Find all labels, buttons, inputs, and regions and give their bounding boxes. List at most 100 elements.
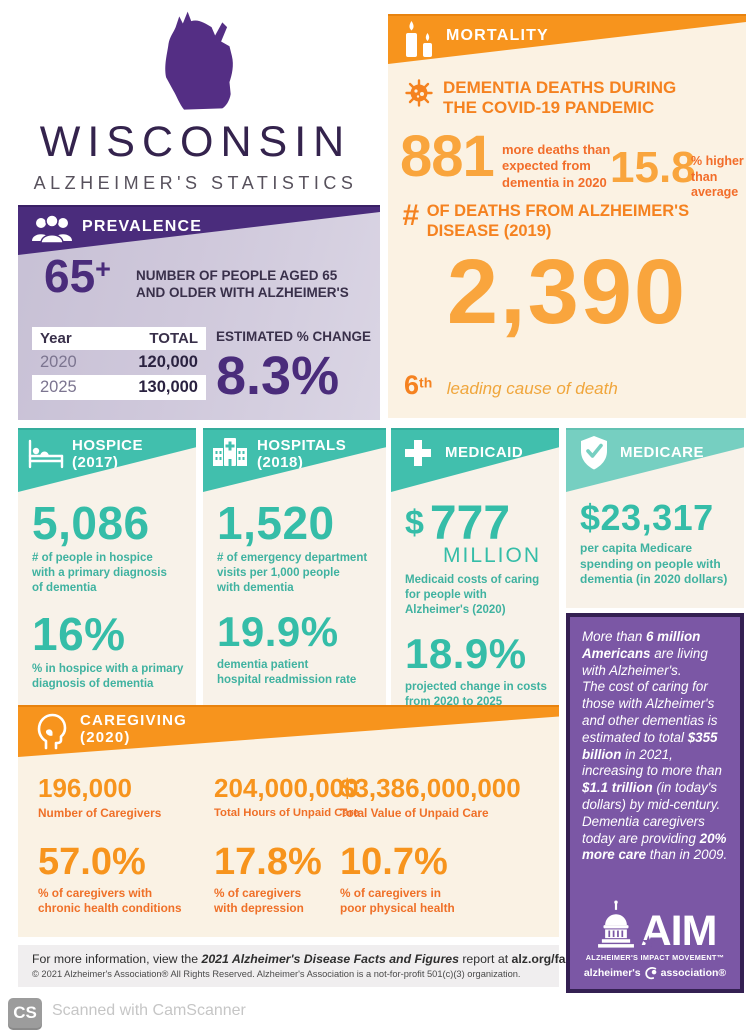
unpaid-hours-stat: 204,000,000 Total Hours of Unpaid Care — [214, 775, 374, 821]
medicaid-cost-unit: MILLION — [443, 544, 542, 567]
caregivers-count-stat: 196,000 Number of Caregivers — [38, 775, 208, 821]
report-title: 2021 Alzheimer's Disease Facts and Figur… — [201, 952, 459, 966]
hospitals-card: HOSPITALS (2018) 1,520 # of emergency de… — [203, 428, 386, 705]
ed-visits-label: # of emergency department visits per 1,0… — [217, 552, 368, 594]
year-2020: 2020 — [40, 353, 77, 371]
mortality-title: MORTALITY — [446, 27, 549, 44]
medicaid-title: MEDICAID — [445, 444, 524, 461]
col-total: TOTAL — [149, 330, 198, 347]
alz-deaths-value: 2,390 — [446, 241, 688, 343]
camscanner-watermark-bar: CS Scanned with CamScanner — [0, 995, 750, 1032]
medical-cross-icon — [405, 440, 431, 466]
alzheimers-association-logo-icon — [644, 967, 656, 980]
rank-ordinal: th — [419, 374, 433, 391]
caregivers-count: 196,000 — [38, 773, 132, 803]
association-text-right: association® — [660, 967, 727, 979]
caregiving-title: CAREGIVING (2020) — [80, 712, 188, 746]
footer-info-bar: For more information, view the 2021 Alzh… — [18, 945, 587, 987]
medicare-spending-value: $23,317 — [580, 497, 714, 538]
chronic-health-stat: 57.0% % of caregivers with chronic healt… — [38, 843, 218, 917]
hospice-card: HOSPICE (2017) 5,086 # of people in hosp… — [18, 428, 196, 705]
aim-wordmark: AIM ★ — [641, 909, 718, 952]
sidebar-text-bold: $355 billion — [582, 729, 718, 762]
unpaid-value: $3,386,000,000 — [340, 773, 521, 803]
chronic-health-percent: 57.0% — [38, 841, 146, 883]
sidebar-text-bold: $1.1 trillion — [582, 780, 653, 796]
year-2025: 2025 — [40, 378, 77, 396]
covid-deaths-heading: DEMENTIA DEATHS DURING THE COVID-19 PAND… — [443, 78, 677, 118]
chronic-health-label: % of caregivers with chronic health cond… — [38, 886, 182, 916]
sidebar-text: More than — [582, 629, 647, 644]
medicaid-change-percent: 18.9% — [405, 629, 527, 677]
caregiving-header-band: CAREGIVING (2020) — [18, 705, 559, 757]
age-65-plus: 65+ — [44, 253, 111, 299]
percent-higher-value: 15.8 — [610, 143, 696, 192]
total-2020: 120,000 — [138, 353, 198, 371]
hospice-count: 5,086 — [32, 497, 150, 549]
sidebar-paragraph: More than 6 million Americans are living… — [582, 629, 728, 864]
sidebar-text: than in 2009. — [646, 847, 728, 863]
mortality-panel: MORTALITY DEMENTIA DEATHS DURING THE COV… — [388, 14, 746, 418]
hospice-bed-icon — [28, 439, 64, 469]
hospice-percent-label: % in hospice with a primary diagnosis of… — [32, 662, 184, 690]
national-stats-sidebar: More than 6 million Americans are living… — [566, 613, 744, 993]
shield-check-icon — [581, 436, 607, 470]
medicaid-cost-label: Medicaid costs of caring for people with… — [405, 574, 540, 616]
camscanner-badge-icon: CS — [8, 998, 42, 1028]
medicare-spending-label: per capita Medicare spending on people w… — [580, 541, 728, 587]
sidebar-text: are living with Alzheimer's. — [582, 645, 708, 678]
medicaid-card: MEDICAID $ 777 MILLION Medicaid costs of… — [391, 428, 559, 708]
rank-number: 6 — [404, 370, 420, 400]
footer-line1: For more information, view the 2021 Alzh… — [32, 952, 587, 966]
excess-deaths-value: 881 — [400, 124, 495, 189]
footer-text: For more information, view the — [32, 952, 202, 966]
wisconsin-logo-block: WISCONSIN ALZHEIMER'S STATISTICS — [28, 8, 363, 194]
age-plus-sign: + — [95, 254, 111, 284]
unpaid-value-label: Total Value of Unpaid Care — [340, 806, 489, 820]
medicaid-change-label: projected change in costs from 2020 to 2… — [405, 680, 547, 708]
readmission-label: dementia patient hospital readmission ra… — [217, 658, 357, 686]
camscanner-label: Scanned with CamScanner — [52, 1002, 246, 1019]
table-row: 2020 120,000 — [32, 350, 206, 375]
poor-health-percent: 10.7% — [340, 841, 448, 883]
medicare-title: MEDICARE — [620, 444, 705, 461]
alz-deaths-heading: OF DEATHS FROM ALZHEIMER'S DISEASE (2019… — [426, 202, 690, 240]
depression-percent: 17.8% — [214, 841, 322, 883]
age-number: 65 — [44, 250, 96, 302]
excess-deaths-label: more deaths than expected from dementia … — [502, 142, 611, 190]
percent-higher-label: % higher than average — [691, 154, 744, 200]
total-2025: 130,000 — [138, 378, 198, 396]
hospice-title: HOSPICE (2017) — [72, 437, 144, 471]
prevalence-title: PREVALENCE — [82, 218, 203, 235]
prevalence-header-band: PREVALENCE — [18, 205, 380, 255]
estimated-change-label: ESTIMATED % CHANGE — [216, 329, 372, 344]
leading-cause-line: 6th leading cause of death — [404, 370, 618, 401]
unpaid-value-stat: $3,386,000,000 Total Value of Unpaid Car… — [340, 775, 555, 821]
poor-health-stat: 10.7% % of caregivers in poor physical h… — [340, 843, 520, 917]
wisconsin-state-icon — [164, 11, 233, 110]
state-title: WISCONSIN — [39, 118, 352, 166]
aim-text: AIM — [640, 906, 718, 955]
depression-label: % of caregivers with depression — [214, 886, 304, 916]
alzheimers-association-line: alzheimer's association® — [570, 966, 740, 980]
poor-health-label: % of caregivers in poor physical health — [340, 886, 455, 916]
star-icon: ★ — [641, 933, 655, 951]
caregiver-head-icon — [37, 713, 67, 750]
col-year: Year — [40, 330, 72, 347]
hospice-percent: 16% — [32, 607, 126, 660]
unpaid-hours-label: Total Hours of Unpaid Care — [214, 807, 360, 819]
prevalence-table: Year TOTAL 2020 120,000 2025 130,000 — [32, 327, 206, 400]
sidebar-text: in 2021, increasing to more than — [582, 746, 722, 779]
candles-icon — [406, 21, 432, 57]
impact-movement-label: ALZHEIMER'S IMPACT MOVEMENT™ — [585, 953, 725, 962]
readmission-percent: 19.9% — [217, 607, 339, 655]
virus-icon — [405, 79, 433, 107]
dollar-sign: $ — [405, 504, 424, 542]
hospitals-title: HOSPITALS (2018) — [257, 437, 347, 471]
rank-label: leading cause of death — [446, 379, 618, 398]
sidebar-text-bold: 6 million Americans — [582, 629, 701, 661]
hospital-building-icon — [213, 438, 247, 466]
ed-visits-count: 1,520 — [217, 497, 335, 549]
capitol-building-icon — [597, 900, 634, 948]
